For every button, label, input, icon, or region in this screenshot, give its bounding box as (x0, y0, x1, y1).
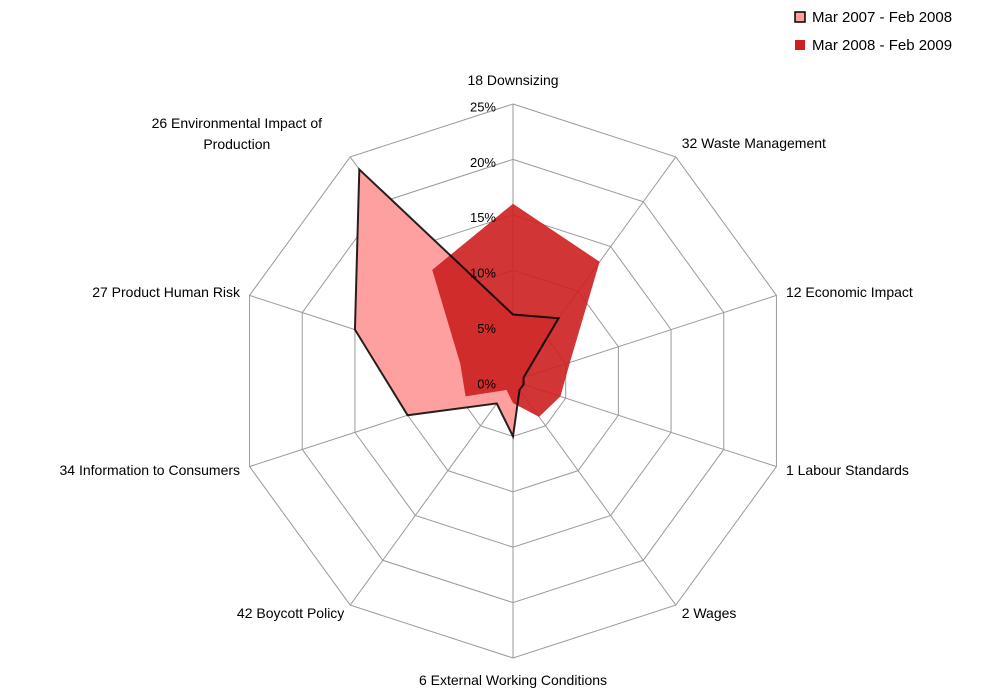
category-label: 42 Boycott Policy (236, 605, 345, 622)
r-tick-label: 10% (470, 266, 496, 281)
legend-label: Mar 2008 - Feb 2009 (812, 37, 952, 54)
category-label: 27 Product Human Risk (92, 284, 241, 301)
category-label: 2 Wages (681, 605, 737, 622)
r-tick-label: 15% (470, 210, 496, 225)
r-tick-label: 20% (470, 155, 496, 170)
category-label: 26 Environmental Impact of Production (151, 114, 323, 152)
spoke (349, 380, 514, 606)
r-tick-label: 0% (477, 376, 496, 391)
legend-swatch (795, 40, 805, 50)
legend-label: Mar 2007 - Feb 2008 (812, 9, 952, 26)
series-area (353, 167, 561, 440)
legend-swatch (794, 11, 806, 23)
category-label: 6 External Working Conditions (418, 672, 608, 688)
category-label: 18 Downsizing (467, 72, 559, 88)
r-tick-label: 25% (470, 99, 496, 114)
category-label: 32 Waste Management (681, 134, 826, 151)
category-label: 34 Information to Consumers (59, 461, 241, 478)
category-label: 1 Labour Standards (785, 461, 909, 478)
series-area (432, 203, 600, 417)
r-tick-label: 5% (477, 321, 496, 336)
spoke (512, 380, 677, 606)
category-label: 12 Economic Impact (785, 284, 913, 301)
